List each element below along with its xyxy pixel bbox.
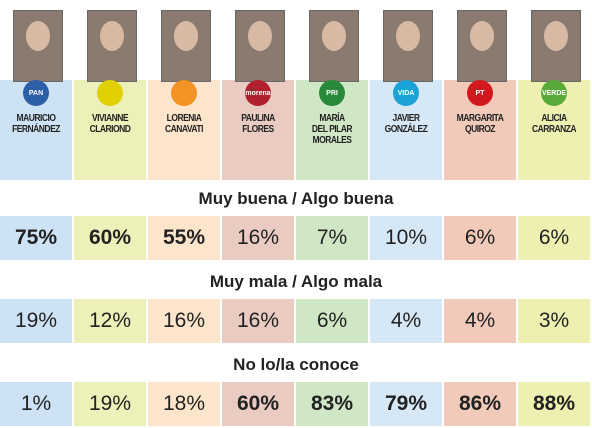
percent-cell: 79% [370, 382, 442, 426]
name-line: CARRANZA [523, 124, 584, 135]
percent-cell: 19% [0, 299, 72, 343]
name-line: VIVIANNE [79, 113, 140, 124]
percent-cell: 86% [444, 382, 516, 426]
percent-cell: 18% [148, 382, 220, 426]
name-line: PAULINA [227, 113, 288, 124]
candidate-photo [531, 10, 581, 82]
percent-cell: 75% [0, 216, 72, 260]
party-logo: PT [467, 80, 493, 106]
name-line: QUIROZ [449, 124, 510, 135]
percent-cell: 4% [444, 299, 516, 343]
party-logo: PRI [319, 80, 345, 106]
name-line: CLARIOND [79, 124, 140, 135]
candidate-photo [161, 10, 211, 82]
percent-cell: 16% [222, 299, 294, 343]
percent-cell: 83% [296, 382, 368, 426]
party-logo: PAN [23, 80, 49, 106]
candidate-photo [383, 10, 433, 82]
percent-cell: 60% [222, 382, 294, 426]
party-logo [97, 80, 123, 106]
percent-cell: 16% [222, 216, 294, 260]
name-line: MARÍA [301, 113, 362, 124]
section-title: Muy mala / Algo mala [0, 268, 592, 296]
percent-cell: 12% [74, 299, 146, 343]
percent-cell: 4% [370, 299, 442, 343]
name-line: DEL PILAR [301, 124, 362, 135]
section-title: Muy buena / Algo buena [0, 185, 592, 213]
candidate-photo [13, 10, 63, 82]
name-line: LORENIA [153, 113, 214, 124]
candidate-photo [457, 10, 507, 82]
name-line: MARGARITA [449, 113, 510, 124]
name-line: ALICIA [523, 113, 584, 124]
party-logo [171, 80, 197, 106]
section-title: No lo/la conoce [0, 351, 592, 379]
candidate-photo [87, 10, 137, 82]
infographic: PAN MAURICIOFERNÁNDEZ VIVIANNECLARIOND LORE… [0, 0, 592, 428]
percent-cell: 6% [296, 299, 368, 343]
percent-cell: 7% [296, 216, 368, 260]
name-line: FLORES [227, 124, 288, 135]
percent-cell: 10% [370, 216, 442, 260]
candidate-photo [309, 10, 359, 82]
candidate-photo [235, 10, 285, 82]
percent-cell: 60% [74, 216, 146, 260]
name-line: MORALES [301, 135, 362, 146]
percent-cell: 3% [518, 299, 590, 343]
percent-cell: 6% [518, 216, 590, 260]
percent-cell: 16% [148, 299, 220, 343]
percent-cell: 88% [518, 382, 590, 426]
percent-cell: 1% [0, 382, 72, 426]
party-logo: VERDE [541, 80, 567, 106]
name-line: MAURICIO [5, 113, 66, 124]
party-logo: morena [245, 80, 271, 106]
name-line: JAVIER [375, 113, 436, 124]
percent-cell: 6% [444, 216, 516, 260]
name-line: CANAVATI [153, 124, 214, 135]
percent-cell: 55% [148, 216, 220, 260]
party-logo: VIDA [393, 80, 419, 106]
name-line: GONZÁLEZ [375, 124, 436, 135]
name-line: FERNÁNDEZ [5, 124, 66, 135]
percent-cell: 19% [74, 382, 146, 426]
